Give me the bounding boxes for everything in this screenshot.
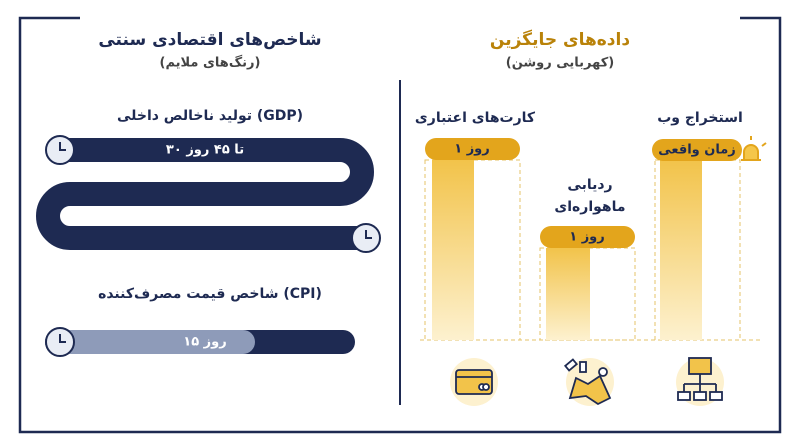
- badge: [425, 138, 520, 160]
- cpi-bar: [45, 330, 255, 354]
- alarm-icon: [735, 136, 767, 161]
- column-label: کارت‌های اعتباری: [415, 110, 536, 126]
- left-title: شاخص‌های اقتصادی سنتی: [98, 30, 321, 50]
- column-bar: [660, 160, 702, 340]
- column-bar: [432, 160, 474, 340]
- gdp-bar-label: ۳۰ تا ۴۵ روز: [166, 143, 244, 158]
- column-label: استخراج وب: [657, 110, 743, 126]
- gdp-label: تولید ناخالص داخلی (GDP): [117, 108, 303, 124]
- clock-icon: [45, 327, 75, 357]
- network-icon: [676, 357, 724, 406]
- column-label: ماهواره‌ای: [554, 199, 625, 215]
- badge-text: زمان واقعی: [658, 143, 736, 158]
- badge: [652, 139, 742, 161]
- cpi-bar-label: ۱۵ روز: [183, 335, 226, 350]
- cpi-label: شاخص قیمت مصرف‌کننده (CPI): [98, 286, 322, 302]
- badge-text: ۱ روز: [569, 230, 605, 245]
- gdp-track: [36, 138, 374, 250]
- satellite-icon: [563, 358, 614, 406]
- right-title: داده‌های جایگزین: [490, 29, 630, 50]
- card-icon: [450, 358, 498, 406]
- column-label: ردیابی: [567, 177, 612, 193]
- right-subtitle: (کهربایی روشن): [506, 56, 615, 71]
- column-bar: [546, 248, 590, 340]
- badge-text: ۱ روز: [454, 142, 490, 157]
- badge: [540, 226, 635, 248]
- left-subtitle: (رنگ‌های ملایم): [160, 55, 261, 71]
- frame: [18, 16, 782, 434]
- clock-icon: [45, 135, 381, 253]
